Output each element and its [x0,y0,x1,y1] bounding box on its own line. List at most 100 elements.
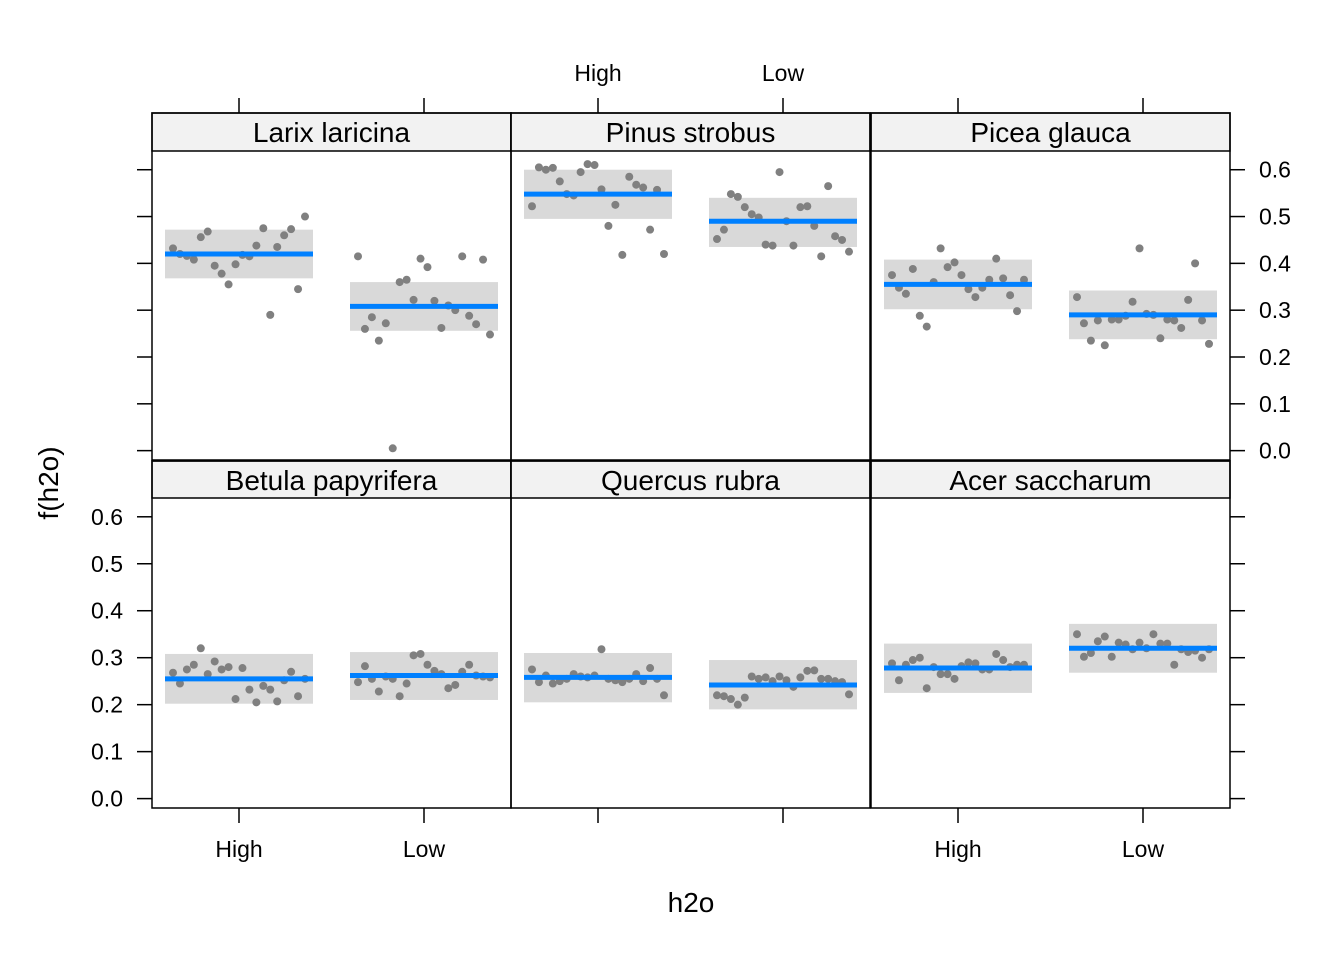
data-point [817,674,826,683]
panel-strip [510,112,871,152]
y-tick-label: 0.0 [91,786,123,812]
data-point [754,674,763,683]
data-point [597,185,606,194]
data-point [803,202,812,211]
data-point [231,260,240,269]
data-point [245,685,254,694]
y-tick-label: 0.4 [91,598,123,624]
data-point [175,679,184,688]
data-point [280,231,289,240]
panel-title: Betula papyrifera [226,465,438,496]
panel-frame [510,460,871,809]
data-point [1073,630,1081,639]
data-point [646,225,655,234]
data-point [950,674,959,683]
panel: Betula papyrifera [151,460,512,809]
data-point [374,336,383,345]
panel: Quercus rubra [510,460,871,809]
data-point [625,172,634,181]
data-point [719,225,728,234]
data-point [1073,293,1081,302]
data-point [402,679,411,688]
data-point [908,264,917,273]
data-point [402,275,411,284]
data-point [1079,319,1088,328]
data-point [817,252,826,261]
panel-title: Quercus rubra [601,465,780,496]
data-point [824,182,833,191]
data-point [1100,341,1109,350]
panel: Larix laricina [151,112,512,461]
data-point [646,664,655,673]
x-tick-label: High [934,836,981,862]
data-point [775,672,784,681]
data-point [458,252,467,261]
data-point [761,673,770,682]
data-point [590,161,599,170]
x-tick-label: Low [762,60,805,86]
data-point [210,261,219,270]
data-point [182,665,191,674]
data-point [1107,315,1116,324]
data-point [409,651,418,660]
data-point [472,320,481,329]
panel-title: Picea glauca [970,117,1131,148]
data-point [789,241,798,250]
y-tick-label: 0.3 [91,645,123,671]
data-point [409,295,418,304]
data-point [888,659,896,668]
data-point [618,678,627,687]
panel: Acer saccharum [870,460,1231,809]
data-point [768,241,777,250]
data-point [943,670,952,679]
data-point [964,285,973,294]
data-point [611,200,620,209]
data-point [999,656,1008,665]
data-point [1177,323,1186,332]
y-tick-label: 0.5 [91,551,123,577]
data-point [604,221,613,230]
data-point [985,275,994,284]
data-point [943,263,952,272]
data-point [1093,316,1102,325]
y-tick-label: 0.6 [1259,157,1291,183]
data-point [395,278,404,287]
data-point [950,258,959,267]
data-point [395,692,404,701]
data-point [266,685,275,694]
axes-layer: High Low High Low High Low 0.0 0.1 0.2 0.3 0.4 0.5 0… [91,60,1291,862]
data-point [1170,660,1179,669]
data-point [360,324,369,333]
data-point [196,233,205,242]
data-point [639,183,648,192]
data-point [747,672,756,681]
data-point [430,666,439,675]
data-point [287,225,296,234]
data-point [273,697,282,706]
data-point [713,235,721,244]
data-point [1135,244,1144,253]
data-point [1086,649,1095,657]
y-tick-label: 0.2 [91,692,123,718]
data-point [430,296,439,305]
data-point [740,693,749,702]
data-point [224,280,233,289]
data-point [1086,336,1095,345]
data-point [423,660,432,669]
panel-title: Larix laricina [253,117,411,148]
panel: Picea glauca [870,112,1231,461]
data-point [381,319,390,328]
data-point [824,674,833,683]
data-point [1149,630,1158,639]
data-point [1198,653,1207,662]
data-point [451,680,460,689]
data-point [957,271,966,280]
data-point [908,656,917,665]
data-point [1156,639,1165,648]
y-axis-label: f(h2o) [33,446,64,519]
data-point [1128,297,1137,306]
data-point [761,240,770,249]
data-point [555,177,564,186]
y-tick-label: 0.5 [1259,204,1291,230]
data-point [1156,334,1165,343]
